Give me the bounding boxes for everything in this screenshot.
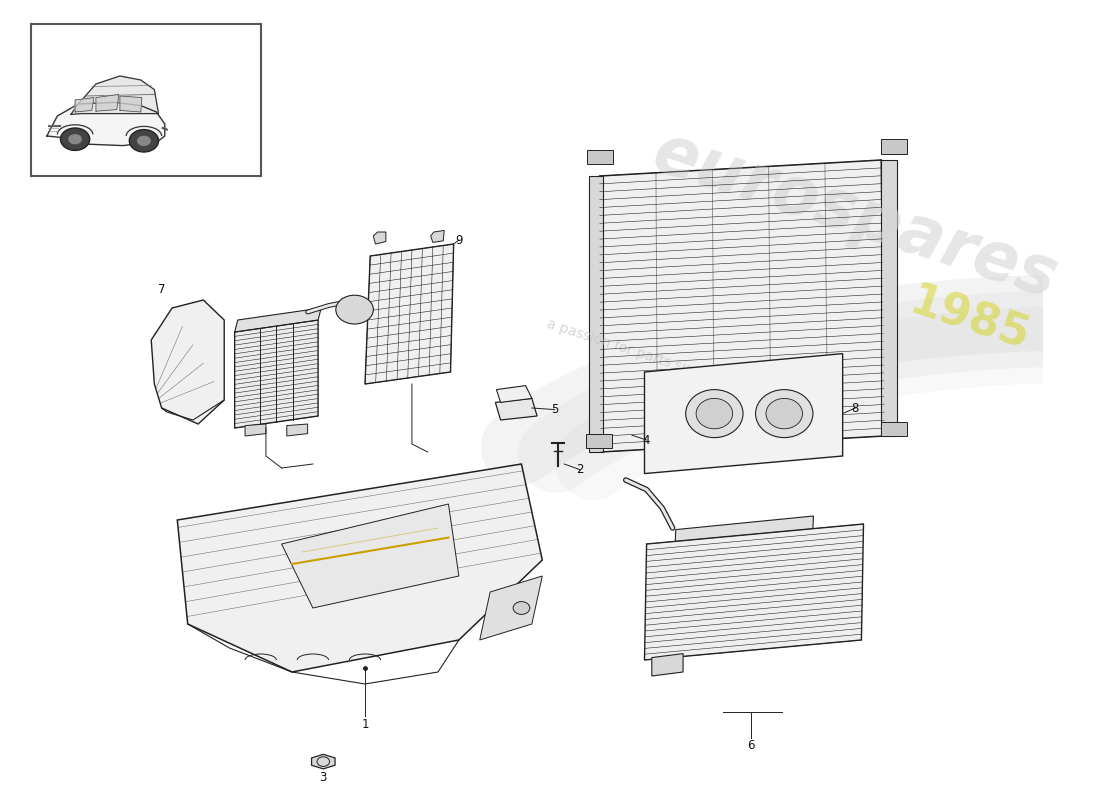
Bar [881,139,907,154]
Text: 1985: 1985 [904,281,1035,359]
Polygon shape [881,160,896,436]
Polygon shape [282,504,459,608]
Polygon shape [600,160,884,452]
Polygon shape [645,354,843,474]
Ellipse shape [685,390,742,438]
Polygon shape [96,94,119,111]
Text: 4: 4 [642,434,650,446]
Polygon shape [47,102,165,146]
Polygon shape [234,320,318,428]
Polygon shape [480,576,542,640]
Polygon shape [365,244,453,384]
Circle shape [130,130,158,152]
Text: 1: 1 [361,718,368,730]
Polygon shape [594,430,634,448]
Polygon shape [70,76,158,114]
Ellipse shape [696,398,733,429]
Polygon shape [590,176,603,452]
Text: 3: 3 [320,771,327,784]
Bar [587,150,613,164]
Polygon shape [495,398,537,420]
Polygon shape [645,524,864,660]
Polygon shape [245,424,266,436]
Polygon shape [234,308,321,332]
Text: a passion for parts since 1985: a passion for parts since 1985 [544,317,748,395]
Polygon shape [151,300,224,424]
Circle shape [60,128,90,150]
Circle shape [513,602,530,614]
Circle shape [136,135,151,146]
Text: 5: 5 [551,403,559,416]
Ellipse shape [756,390,813,438]
Ellipse shape [766,398,803,429]
Text: 8: 8 [851,402,859,414]
Text: 6: 6 [747,739,755,752]
Text: 2: 2 [576,463,584,476]
Text: eurospares: eurospares [645,119,1066,313]
Text: 9: 9 [455,234,463,246]
Bar [881,422,907,436]
Circle shape [336,295,373,324]
Polygon shape [496,386,532,402]
Polygon shape [311,754,336,769]
Bar [31,24,261,176]
Polygon shape [177,464,542,672]
Bar [586,434,613,448]
Polygon shape [671,516,813,648]
Polygon shape [120,96,142,112]
Polygon shape [431,230,444,242]
Polygon shape [287,424,308,436]
Polygon shape [373,232,386,244]
Text: 7: 7 [158,283,165,296]
Polygon shape [593,422,632,435]
Circle shape [68,134,82,145]
Polygon shape [75,98,94,112]
Polygon shape [652,654,683,676]
